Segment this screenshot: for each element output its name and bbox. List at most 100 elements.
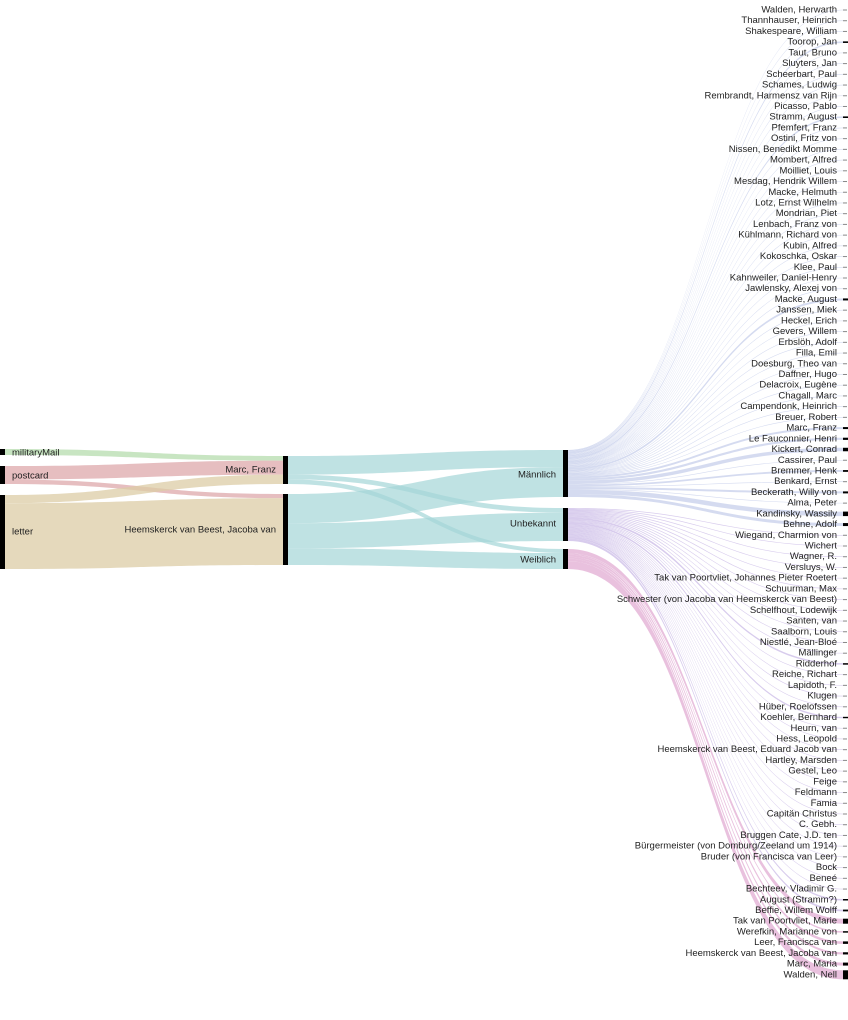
flow-weiblich-to-walden-nell [568,561,843,980]
flow-mannlich-to-shakespeare-william [568,31,843,452]
recipient-label: Doesburg, Theo van [751,358,837,369]
recipient-node [843,652,847,654]
recipient-node [843,9,847,11]
flow-unbekannt-to-wichert [568,508,843,547]
recipient-label: Erbslöh, Adolf [778,337,837,348]
links-layer [5,9,843,980]
recipient-node [843,213,847,215]
recipient-label: Kandinsky, Wassily [756,508,837,519]
flow-heemskerck-van-beest-jacoba-van-to-mannlich [288,467,563,524]
recipient-node [843,373,847,375]
flow-unbekannt-to-huber-roelofssen [568,521,843,708]
recipient-label: Mombert, Alfred [770,155,837,166]
recipient-node [843,609,847,611]
flow-unbekannt-to-august-stramm [568,536,843,901]
sender-node-marc-franz [283,456,288,484]
recipient-node [843,792,847,794]
recipient-label: Mondrian, Piet [776,208,838,219]
recipient-node [843,256,847,258]
recipient-label: Stramm, August [769,112,837,123]
flow-unbekannt-to-hartley-marsden [568,526,843,761]
recipient-node [843,384,847,386]
recipient-node [843,245,847,247]
recipient-label: Tak van Poortvliet, Marie [733,916,837,927]
recipient-label: Breuer, Robert [775,412,837,423]
flow-weiblich-to-leer-francisca-van [568,554,843,944]
recipient-label: Heemskerck van Beest, Jacoba van [685,948,837,959]
recipient-node [843,395,847,397]
flow-unbekannt-to-wagner-r [568,509,843,558]
flow-mannlich-to-scheerbart-paul [568,74,843,456]
flow-unbekannt-to-wiegand-charmion-von [568,508,843,536]
flow-unbekannt-to-schelfhout-lodewijk [568,513,843,611]
recipient-label: Taut, Bruno [788,47,837,58]
flow-unbekannt-to-reiche-richart [568,519,843,675]
gender-node-unbekannt [563,508,568,541]
recipient-node [843,416,847,418]
flow-unbekannt-to-schuurman-max [568,511,843,590]
recipient-label: Wiegand, Charmion von [735,530,837,541]
recipient-node [843,813,847,815]
flow-unbekannt-to-capitan-christus [568,530,843,815]
recipient-label: Bruggen Cate, J.D. ten [740,830,837,841]
recipient-node [843,127,847,129]
recipient-label: Schames, Ludwig [762,80,837,91]
recipient-label: Sluyters, Jan [782,58,837,69]
recipient-label: Pfemfert, Franz [772,122,838,133]
recipient-node [843,481,847,483]
flow-mannlich-to-lotz-ernst-wilhelm [568,202,843,464]
flow-unbekannt-to-santen-van [568,514,843,622]
flow-marc-franz-to-mannlich [288,450,563,475]
recipient-node [843,320,847,322]
recipient-node [843,749,847,751]
flow-mannlich-to-walden-herwarth [568,9,843,451]
nodes-layer [0,9,848,980]
type-label-postcard: postcard [12,471,48,482]
recipient-label: Campendonk, Heinrich [740,401,837,412]
recipient-label: Tak van Poortvliet, Johannes Pieter Roet… [654,573,837,584]
flow-unbekannt-to-bock [568,534,843,868]
flow-unbekannt-to-tak-van-poortvliet-johannes-pieter-roetert [568,511,843,579]
gender-label-unbekannt: Unbekannt [510,519,556,530]
flow-unbekannt-to-heurn-van [568,524,843,729]
recipient-node [843,620,847,622]
recipient-label: Capitän Christus [767,809,837,820]
flow-unbekannt-to-gestel-leo [568,527,843,772]
recipient-node [843,588,847,590]
recipient-node [843,962,848,966]
recipient-label: Lenbach, Franz von [753,219,837,230]
recipient-label: Wichert [805,541,838,552]
flow-weiblich-to-werefkin-marianne-von [568,553,843,933]
recipient-node [843,223,847,225]
recipient-label: Benkard, Ernst [774,476,837,487]
recipient-node [843,52,847,54]
recipient-label: Cassirer, Paul [778,455,837,466]
flow-mannlich-to-kuhlmann-richard-von [568,234,843,466]
recipient-label: Heemskerck van Beest, Eduard Jacob van [657,744,837,755]
flow-letter-to-marc-franz [5,474,283,504]
recipient-label: Thannhauser, Heinrich [741,15,837,26]
recipient-node [843,931,848,933]
recipient-label: Ridderhof [796,658,838,669]
recipient-label: Kubin, Alfred [783,240,837,251]
recipient-node [843,674,847,676]
recipient-node [843,447,848,452]
flow-mannlich-to-behne-adolf [568,494,843,527]
flow-mannlich-to-moilliet-louis [568,170,843,462]
flow-mannlich-to-delacroix-eugene [568,384,843,475]
flow-mannlich-to-doesburg-theo-van [568,363,843,474]
recipient-node [843,288,847,290]
flow-mannlich-to-stramm-august [568,116,843,459]
flow-mannlich-to-sluyters-jan [568,63,843,455]
recipient-label: Wagner, R. [790,551,837,562]
flow-unbekannt-to-beffie-willem-wolff [568,538,843,912]
gender-node-weiblich [563,549,568,569]
recipient-node [843,631,847,633]
flow-unbekannt-to-versluys-w [568,510,843,568]
recipient-label: Walden, Herwarth [761,5,837,16]
recipient-label: Scheerbart, Paul [766,69,837,80]
flow-mannlich-to-breuer-robert [568,417,843,477]
flow-mannlich-to-kickert-conrad [568,447,843,485]
recipient-node [843,867,847,869]
